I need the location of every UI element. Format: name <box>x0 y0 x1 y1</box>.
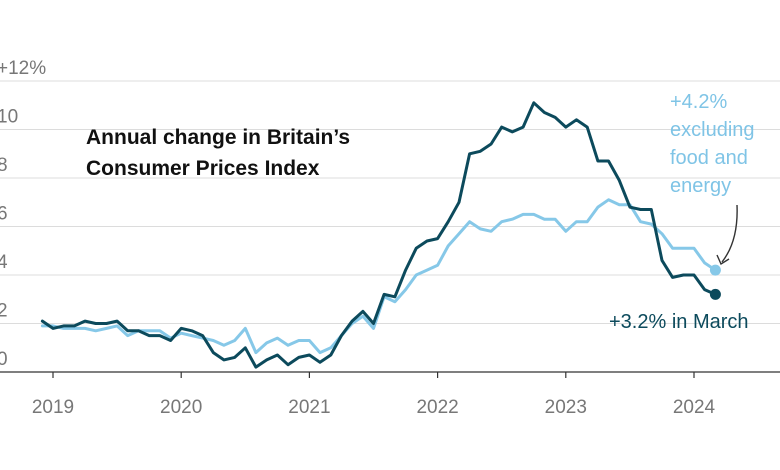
x-tick-label-2023: 2023 <box>545 397 587 418</box>
gridlines <box>0 80 780 373</box>
end-marker-core-cpi <box>709 264 721 276</box>
annotation-arrow <box>721 204 738 263</box>
series-line-cpi-all-items <box>40 101 717 369</box>
series-lines <box>40 101 717 369</box>
y-tick-label-0: 0 <box>0 349 8 370</box>
y-tick-label-10: 10 <box>0 107 18 128</box>
y-tick-label-6: 6 <box>0 204 8 225</box>
core-annotation-line-3: food and <box>670 147 748 169</box>
x-axis-ticks: 2019 2020 2021 2022 2023 2024 <box>32 372 716 418</box>
y-tick-label-12: +12% <box>0 58 46 79</box>
x-tick-label-2021: 2021 <box>288 397 330 418</box>
y-tick-label-2: 2 <box>0 301 8 322</box>
core-annotation-value: +4.2% <box>670 91 728 113</box>
x-tick-label-2022: 2022 <box>416 397 458 418</box>
core-annotation-line-4: energy <box>670 175 732 197</box>
chart-title-line-2: Consumer Prices Index <box>86 157 320 180</box>
core-annotation-line-2: excluding <box>670 119 755 141</box>
y-tick-label-4: 4 <box>0 252 8 273</box>
end-marker-cpi-all-items <box>709 288 721 300</box>
end-markers <box>709 264 721 300</box>
x-tick-label-2019: 2019 <box>32 397 74 418</box>
annotation-arrowhead <box>716 254 730 266</box>
overall-annotation: +3.2% in March <box>609 311 749 333</box>
y-axis-ticks: 0 2 4 6 8 10 +12% <box>0 58 46 370</box>
chart-title: Annual change in Britain’s Consumer Pric… <box>86 122 350 184</box>
x-tick-label-2020: 2020 <box>160 397 202 418</box>
x-tick-label-2024: 2024 <box>673 397 716 418</box>
chart-title-line-1: Annual change in Britain’s <box>86 126 351 149</box>
core-annotation: +4.2% excluding food and energy <box>670 88 755 200</box>
y-tick-label-8: 8 <box>0 155 8 176</box>
